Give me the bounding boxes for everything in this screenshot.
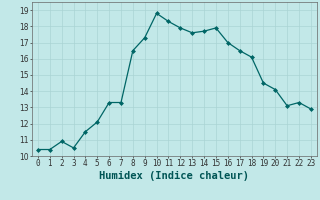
X-axis label: Humidex (Indice chaleur): Humidex (Indice chaleur) bbox=[100, 171, 249, 181]
